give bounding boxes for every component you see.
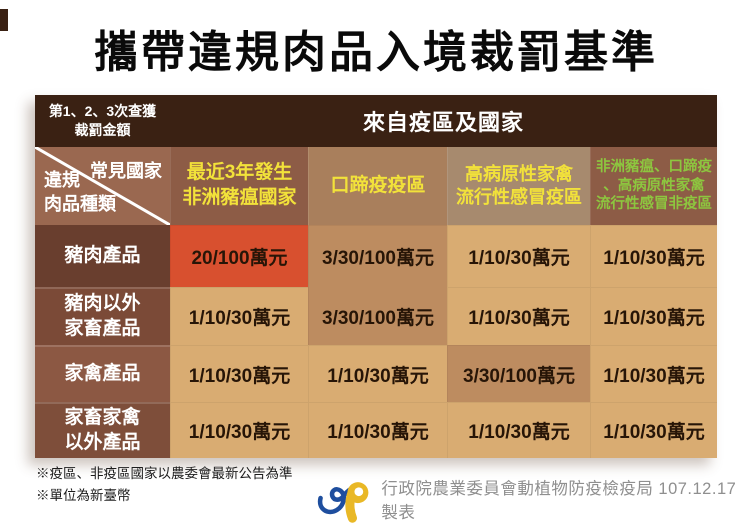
penalty-cell: 1/10/30萬元 — [308, 402, 447, 458]
penalty-cell: 1/10/30萬元 — [170, 345, 308, 402]
diagonal-corner-cell: 常見國家 違規 肉品種類 — [35, 147, 170, 225]
baphiq-logo-icon — [317, 482, 369, 523]
diagonal-line — [35, 147, 170, 225]
footnote-epidemic-zones: ※疫區、非疫區國家以農委會最新公告為準 — [36, 466, 293, 481]
penalty-cell: 1/10/30萬元 — [447, 225, 590, 287]
footnotes: ※疫區、非疫區國家以農委會最新公告為準 ※單位為新臺幣 — [36, 463, 293, 508]
penalty-cell: 1/10/30萬元 — [308, 345, 447, 402]
penalty-cell: 1/10/30萬元 — [170, 402, 308, 458]
penalty-cell: 1/10/30萬元 — [590, 345, 717, 402]
penalty-cell: 1/10/30萬元 — [590, 287, 717, 345]
penalty-cell: 3/30/100萬元 — [308, 287, 447, 345]
row-label-non-livestock-poultry: 家畜家禽 以外產品 — [35, 402, 170, 458]
column-header-asf-countries: 最近3年發生 非洲豬瘟國家 — [170, 147, 308, 225]
penalty-cell: 3/30/100萬元 — [447, 345, 590, 402]
column-header-fmd-zone: 口蹄疫疫區 — [308, 147, 447, 225]
penalty-table: 第1、2、3次查獲 裁罰金額 來自疫區及國家 常見國家 違規 肉品種類 最近3年… — [35, 95, 717, 458]
row-label-other-livestock: 豬肉以外 家畜產品 — [35, 287, 170, 345]
row-label-pork: 豬肉產品 — [35, 225, 170, 287]
penalty-cell: 1/10/30萬元 — [590, 225, 717, 287]
common-countries-label: 常見國家 — [90, 161, 162, 181]
penalty-cell: 3/30/100萬元 — [308, 225, 447, 287]
column-header-non-epidemic-zone: 非洲豬瘟、口蹄疫 、高病原性家禽 流行性感冒非疫區 — [590, 147, 717, 225]
edge-artifact — [0, 9, 8, 31]
penalty-cell: 1/10/30萬元 — [447, 402, 590, 458]
region-header: 來自疫區及國家 — [170, 95, 717, 147]
page-title: 攜帶違規肉品入境裁罰基準 — [94, 28, 658, 77]
agency-credit: 行政院農業委員會動植物防疫檢疫局 107.12.17 製表 — [381, 480, 737, 522]
footnote-currency: ※單位為新臺幣 — [36, 488, 131, 504]
penalty-cell: 1/10/30萬元 — [590, 402, 717, 458]
agency-brand: 行政院農業委員會動植物防疫檢疫局 107.12.17 製表 — [316, 474, 752, 524]
column-header-avian-flu-zone: 高病原性家禽 流行性感冒疫區 — [447, 147, 590, 225]
penalty-cell: 20/100萬元 — [170, 225, 308, 287]
row-label-poultry: 家禽產品 — [35, 345, 170, 402]
violation-meat-type-label: 違規 肉品種類 — [44, 170, 116, 214]
seizure-count-header: 第1、2、3次查獲 裁罰金額 — [35, 95, 170, 147]
penalty-cell: 1/10/30萬元 — [447, 287, 590, 345]
penalty-cell: 1/10/30萬元 — [170, 287, 308, 345]
